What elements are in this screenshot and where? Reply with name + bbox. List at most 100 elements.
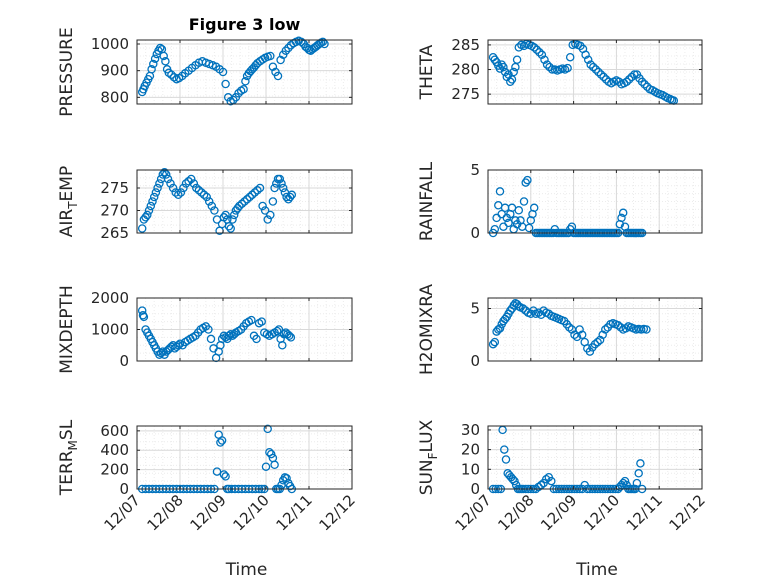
data-point [197, 188, 206, 197]
data-point [287, 190, 297, 200]
data-point [147, 65, 156, 74]
axes-pressure: 800 900 1000 PRESSURE Figure 3 low [57, 15, 353, 117]
y-axis-label: TERRMSL [57, 419, 80, 496]
data-point [184, 177, 193, 186]
data-point [163, 174, 173, 184]
y-axis-label-part: TERR [57, 450, 77, 496]
data-point [637, 77, 647, 87]
data-point [627, 72, 637, 82]
data-point [523, 175, 532, 185]
data-point [281, 46, 291, 55]
data-point [599, 72, 608, 82]
y-axis-label-part: AIR [57, 209, 77, 238]
data-point [519, 197, 529, 206]
data-point [266, 210, 275, 220]
data-point [591, 65, 601, 74]
y-tick-label: 285 [451, 36, 480, 54]
y-tick-label: 10 [461, 460, 480, 478]
data-point [500, 203, 510, 213]
data-point [509, 67, 518, 77]
data-point [212, 467, 222, 476]
data-point [239, 85, 248, 94]
data-point [144, 206, 154, 215]
data-point [529, 43, 539, 52]
data-point [207, 201, 217, 211]
data-point [617, 213, 626, 223]
data-point [596, 70, 606, 79]
data-point [158, 170, 168, 179]
data-point [153, 183, 162, 193]
x-tick-label: 12/09 [537, 491, 580, 534]
data-point [272, 326, 282, 336]
data-point [542, 60, 552, 69]
data-point [218, 67, 228, 77]
data-point [168, 183, 178, 193]
data-point [278, 341, 287, 350]
data-point [240, 197, 249, 206]
y-axis-label-subscript: F [426, 452, 440, 459]
data-point [565, 52, 575, 62]
data-point [282, 474, 291, 483]
y-tick-label: 20 [461, 441, 480, 459]
data-point [189, 179, 199, 188]
data-point [247, 190, 257, 200]
x-axis-label: Time [575, 560, 618, 580]
data-point [499, 222, 508, 231]
data-point [242, 195, 252, 204]
data-point [160, 168, 169, 177]
data-point [572, 332, 582, 342]
y-tick-label: 0 [119, 480, 129, 498]
data-point [624, 75, 634, 84]
data-point [270, 183, 279, 193]
data-point [514, 43, 524, 52]
y-tick-label: 200 [100, 461, 129, 479]
data-point [161, 170, 171, 179]
x-tick-label: 12/12 [666, 491, 709, 534]
data-point [192, 183, 201, 193]
data-point [210, 206, 219, 215]
data-point [565, 323, 574, 332]
data-point [226, 329, 235, 339]
y-axis-label-part: LUX [417, 419, 437, 452]
data-point [640, 80, 649, 89]
data-point [490, 337, 500, 347]
data-point [273, 71, 283, 81]
data-point [194, 186, 204, 195]
data-point [547, 476, 556, 486]
data-point [642, 325, 651, 334]
data-point [275, 174, 285, 184]
data-point [286, 333, 296, 342]
y-tick-label: 275 [100, 179, 129, 197]
data-point [499, 62, 508, 72]
y-tick-label: 280 [451, 61, 480, 79]
y-tick-label: 0 [470, 224, 480, 242]
data-point [149, 192, 159, 202]
y-tick-label: 1000 [91, 35, 129, 53]
data-point [563, 63, 572, 73]
x-tick-label: 12/10 [580, 491, 623, 534]
axes-frame [487, 169, 703, 234]
data-point [586, 60, 595, 69]
data-point [514, 206, 524, 215]
data-point [488, 339, 498, 349]
data-point [620, 476, 630, 486]
data-point [529, 203, 539, 213]
data-point [174, 190, 183, 200]
data-point [237, 199, 247, 209]
axes-frame [136, 169, 353, 234]
data-point [141, 213, 150, 222]
data-point [224, 222, 234, 231]
data-point [512, 55, 522, 64]
data-point [494, 201, 503, 210]
data-point [137, 224, 147, 233]
data-point [297, 37, 306, 47]
data-point [186, 174, 196, 184]
data-point [226, 224, 235, 233]
y-tick-label: 0 [470, 352, 480, 370]
data-point [532, 45, 542, 55]
data-point [143, 210, 152, 220]
data-point [253, 186, 262, 195]
data-point [252, 334, 261, 344]
x-tick-label: 12/09 [187, 491, 230, 534]
